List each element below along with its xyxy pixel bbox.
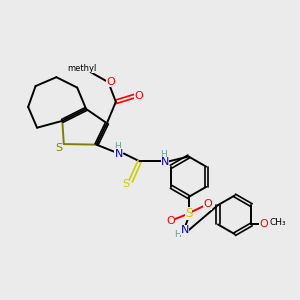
Text: O: O <box>259 220 268 230</box>
Text: O: O <box>106 77 115 87</box>
Text: N: N <box>115 148 123 159</box>
Text: S: S <box>55 142 62 153</box>
Text: H: H <box>160 150 167 159</box>
Text: CH₃: CH₃ <box>270 218 286 227</box>
Text: N: N <box>161 157 169 167</box>
Text: N: N <box>181 225 189 235</box>
Text: O: O <box>167 216 175 226</box>
Text: H: H <box>115 142 121 151</box>
Text: S: S <box>122 179 129 189</box>
Text: O: O <box>203 200 212 209</box>
Text: H: H <box>175 230 181 239</box>
Text: O: O <box>134 91 143 101</box>
Text: S: S <box>185 207 192 220</box>
Text: methyl: methyl <box>68 64 97 73</box>
